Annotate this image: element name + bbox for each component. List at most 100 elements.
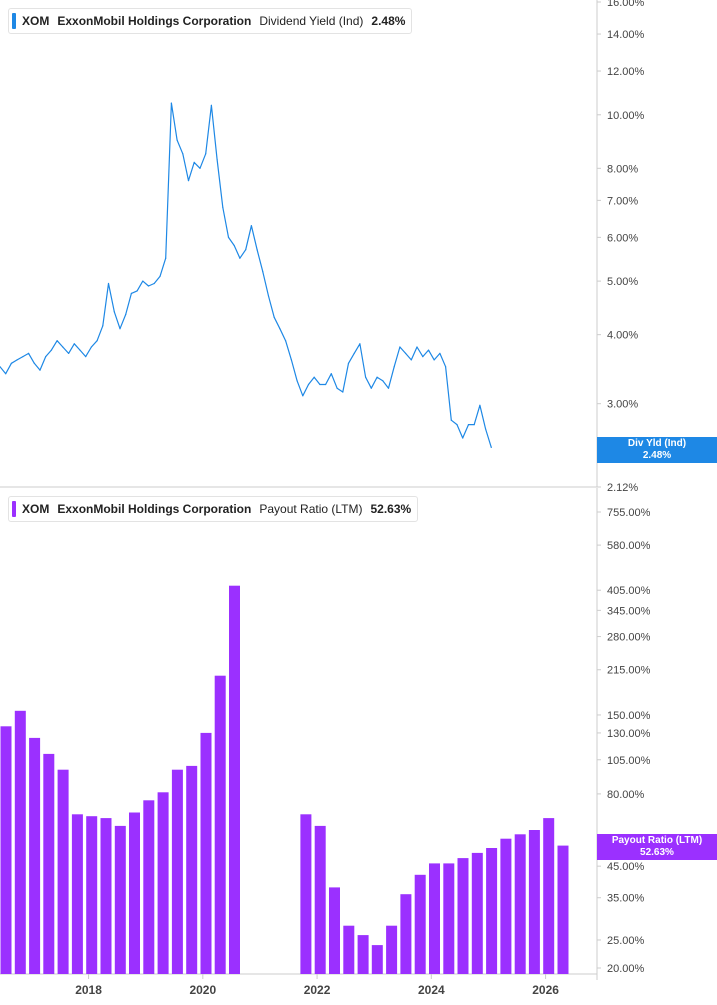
yield-point [193,161,195,163]
yield-point [107,282,110,285]
yield-point [462,437,464,439]
yield-point [416,346,418,348]
payout-bar [528,830,540,974]
payout-bar [129,812,140,974]
legend-metric: Dividend Yield (Ind) [259,14,364,28]
yield-point [22,356,24,358]
payout-bar [143,800,155,974]
payout-bar [314,825,326,974]
y-tick-label: 580.00% [607,540,651,552]
legend-company: ExxonMobil Holdings Corporation [57,14,252,28]
yield-point [239,257,241,259]
yield-point [450,419,452,421]
payout-bar [114,825,126,974]
yield-point [439,352,441,354]
payout-bar [214,675,226,974]
y-tick-label: 14.00% [607,29,645,41]
y-tick-label: 345.00% [607,605,651,617]
x-tick-label: 2020 [189,983,216,997]
yield-point [267,295,270,297]
legend-dividend-yield[interactable]: XOM ExxonMobil Holdings Corporation Divi… [8,8,413,34]
yield-point [102,325,104,327]
yield-point [302,395,304,397]
legend-payout-ratio[interactable]: XOM ExxonMobil Holdings Corporation Payo… [8,496,419,522]
yield-point [353,352,355,354]
yield-point [33,362,35,364]
payout-bar [400,894,412,974]
yield-point [182,153,184,155]
yield-point [285,340,287,342]
badge-value: 52.63% [640,847,674,858]
yield-point [73,343,75,345]
yield-point [79,349,81,351]
yield-point [290,359,292,361]
yield-point [365,376,367,378]
legend-value: 52.63% [370,502,412,516]
payout-bar [414,874,426,974]
yield-point [159,275,161,277]
top-panel: 2.12% 3.00% 4.00% 5.00% 6.00% 7.00% 8.00% 10.00… [0,0,645,494]
yield-point [347,362,350,364]
yield-point [205,153,207,155]
payout-bar [457,858,469,974]
badge-value: 2.48% [642,450,672,461]
y-tick-label: 4.00% [607,330,638,342]
payout-bar [557,845,569,974]
yield-point [256,249,258,251]
yield-point [422,356,424,358]
y-tick-label: 80.00% [607,789,645,801]
payout-bar [343,925,355,974]
yield-point [39,369,41,371]
y-tick-label: 405.00% [607,585,651,597]
yield-point [473,424,475,426]
y-tick-label: 2.12% [607,482,638,494]
yield-point [387,387,390,389]
yield-point [113,311,115,313]
yield-point [445,366,447,368]
payout-ratio-badge: Payout Ratio (LTM) 52.63% [597,834,717,860]
y-tick-label: 10.00% [607,110,645,122]
yield-point [45,356,47,358]
yield-point [296,380,298,382]
yield-point [90,346,92,348]
yield-point [370,387,372,389]
yield-point [10,362,12,364]
yield-point [125,313,127,316]
x-tick-label: 2018 [75,983,102,997]
yield-point [50,349,53,351]
yield-point [467,424,470,426]
payout-bar [186,765,198,974]
yield-point [342,391,344,393]
payout-bar [471,852,483,974]
yield-point [325,383,327,386]
y-tick-label: 215.00% [607,665,651,677]
y-tick-label: 20.00% [607,963,645,975]
payout-bar [429,863,440,974]
payout-bar [29,737,41,974]
payout-bar [200,732,212,974]
yield-point [393,366,395,368]
yield-point [307,383,310,386]
yield-point [136,290,138,292]
yield-point [279,328,281,330]
y-tick-label: 7.00% [607,195,638,207]
yield-point [433,359,435,361]
payout-bar [100,818,112,974]
yield-point [199,167,201,169]
yield-point [170,102,172,104]
yield-point [210,104,212,106]
yield-point [399,346,401,348]
y-tick-label: 150.00% [607,710,651,722]
y-tick-label: 5.00% [607,276,638,288]
legend-swatch [12,501,16,517]
payout-bar [371,945,383,974]
yield-point [319,383,321,386]
yield-point [187,180,190,182]
dividend-yield-line [0,102,492,448]
legend-swatch [12,13,16,29]
x-tick-label: 2026 [532,983,559,997]
y-tick-label: 3.00% [607,399,638,411]
payout-bar [543,818,555,974]
bottom-panel: 20.00% 25.00% 35.00% 45.00% 80.00% 105.00% 130… [0,488,651,997]
